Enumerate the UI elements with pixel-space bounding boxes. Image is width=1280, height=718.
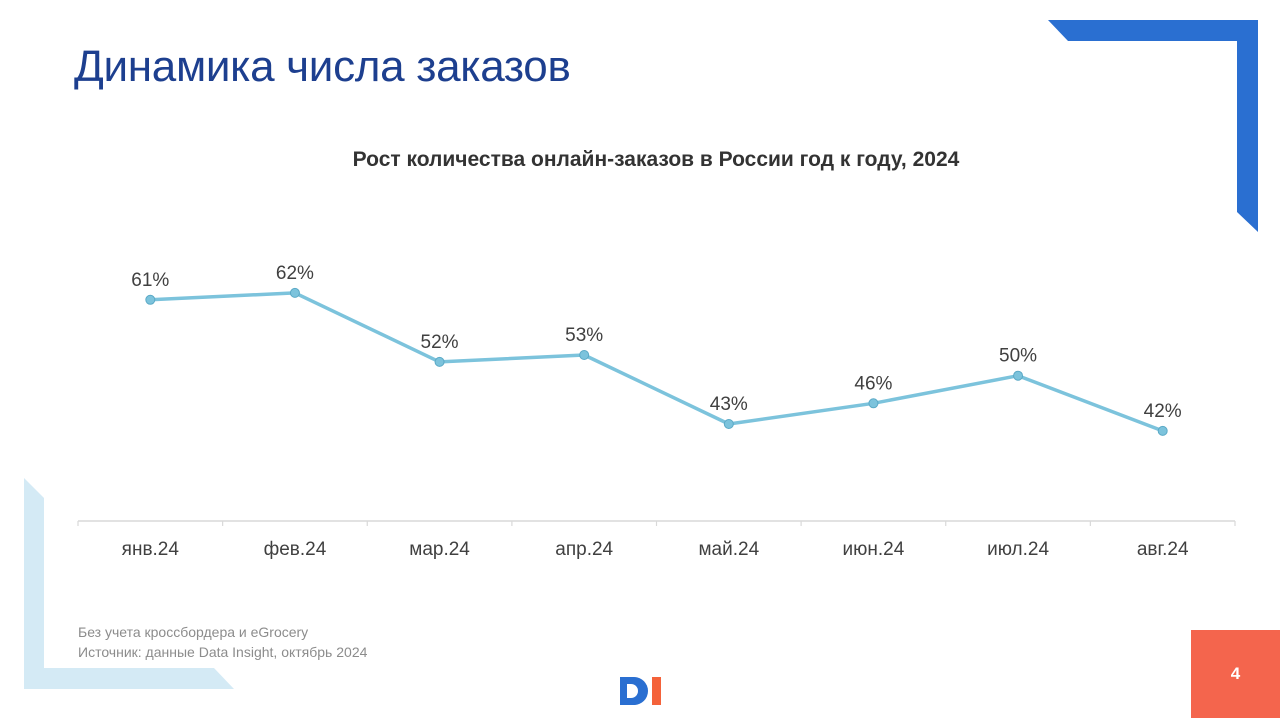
x-tick-label: фев.24	[264, 539, 327, 560]
data-label: 46%	[854, 373, 892, 394]
data-label: 62%	[276, 263, 314, 284]
data-label: 53%	[565, 325, 603, 346]
chart-title: Рост количества онлайн-заказов в России …	[352, 148, 960, 171]
data-label: 43%	[710, 394, 748, 415]
x-tick-label: мар.24	[409, 539, 470, 560]
data-insight-logo	[620, 677, 664, 707]
data-point	[1013, 370, 1024, 381]
footnote-source: Источник: данные Data Insight, октябрь 2…	[78, 644, 368, 660]
x-tick-label: янв.24	[122, 539, 180, 560]
data-label: 61%	[131, 270, 169, 291]
data-point	[579, 350, 590, 360]
logo-d-shape	[620, 677, 648, 705]
x-tick-label: апр.24	[555, 539, 613, 560]
logo-i-shape	[652, 677, 661, 705]
top-right-corner-accent	[1048, 20, 1258, 232]
series-line	[148, 291, 1165, 433]
x-tick-label: июн.24	[843, 539, 905, 560]
data-point	[289, 287, 300, 298]
x-tick-label: май.24	[698, 539, 759, 560]
slide-title: Динамика числа заказов	[74, 42, 571, 91]
data-point	[723, 419, 734, 429]
x-tick-label: июл.24	[987, 539, 1049, 560]
data-label: 42%	[1144, 401, 1182, 422]
data-label: 52%	[421, 332, 459, 353]
data-point	[868, 398, 879, 409]
footnote-exclusions: Без учета кроссбордера и eGrocery	[78, 624, 309, 640]
data-point	[145, 294, 156, 305]
data-point	[434, 356, 445, 367]
page-number-badge: 4	[1191, 630, 1280, 718]
page-number: 4	[1230, 664, 1241, 683]
data-label: 50%	[999, 346, 1037, 367]
data-point	[1157, 425, 1168, 436]
x-tick-label: авг.24	[1137, 539, 1189, 560]
